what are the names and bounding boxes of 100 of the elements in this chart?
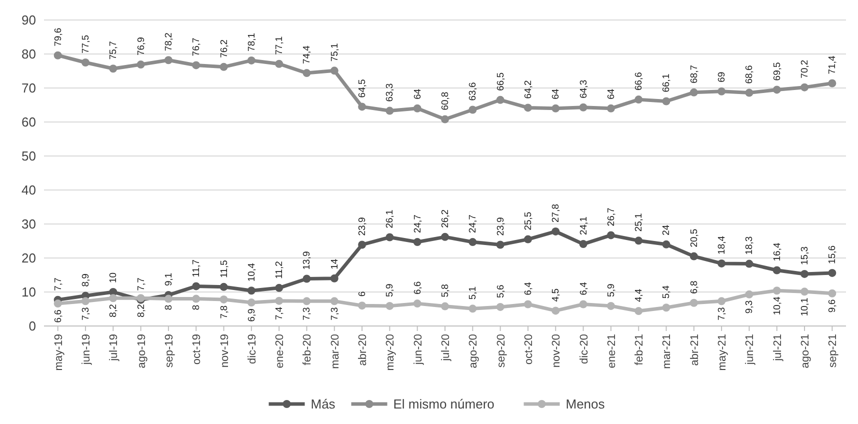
- data-label: 4,4: [634, 288, 645, 302]
- data-label: 76,9: [136, 37, 147, 56]
- data-label: 27,8: [550, 204, 562, 222]
- point: [109, 294, 118, 302]
- point: [579, 103, 588, 112]
- data-label: 5,1: [468, 286, 479, 300]
- point: [468, 304, 477, 313]
- data-label: 23,9: [357, 217, 368, 236]
- data-label: 10,4: [246, 263, 258, 282]
- data-label: 64: [550, 88, 562, 100]
- y-tick-label: 70: [22, 80, 36, 96]
- data-label: 24: [661, 224, 672, 236]
- point: [828, 268, 836, 277]
- point: [441, 115, 449, 124]
- point: [800, 288, 809, 296]
- x-tick-label: oct-20: [522, 334, 535, 365]
- data-label: 26,1: [384, 210, 396, 228]
- point: [330, 66, 338, 75]
- data-label: 6: [357, 291, 368, 297]
- point: [54, 300, 62, 308]
- data-label: 69,5: [772, 62, 783, 81]
- data-label: 6,8: [688, 280, 700, 294]
- point: [358, 302, 366, 310]
- point: [413, 300, 422, 308]
- data-label: 24,7: [412, 214, 424, 234]
- point: [413, 104, 422, 112]
- data-label: 7,3: [716, 307, 728, 320]
- data-label: 7,3: [302, 307, 313, 320]
- data-label: 78,1: [246, 32, 258, 52]
- x-tick-label: jun-19: [80, 334, 92, 366]
- point: [496, 240, 504, 249]
- x-tick-label: ene-20: [274, 334, 286, 368]
- data-label: 71,4: [827, 56, 838, 74]
- data-label: 5,8: [440, 284, 451, 298]
- point: [275, 60, 284, 68]
- data-label: 77,1: [274, 36, 286, 55]
- data-label: 23,9: [495, 217, 506, 236]
- point: [634, 96, 643, 104]
- data-label: 5,9: [384, 284, 396, 297]
- x-tick-label: may-20: [384, 334, 397, 371]
- x-tick-label: jul-20: [440, 334, 452, 362]
- x-tick-label: nov-19: [218, 334, 231, 368]
- point: [441, 232, 449, 241]
- data-label: 66,6: [634, 72, 645, 91]
- data-label: 63,3: [384, 83, 396, 102]
- point: [247, 56, 256, 64]
- point: [330, 297, 338, 306]
- data-label: 76,7: [191, 38, 202, 56]
- data-label: 20,5: [688, 228, 700, 248]
- point: [552, 227, 560, 236]
- point: [634, 307, 643, 316]
- legend-label: Menos: [566, 396, 606, 412]
- point: [275, 284, 284, 292]
- y-tick-label: 60: [22, 114, 36, 130]
- point: [606, 104, 615, 112]
- data-label: 74,4: [302, 46, 313, 64]
- data-label: 14: [329, 258, 340, 270]
- x-tick-label: ago-20: [468, 334, 480, 368]
- point: [772, 286, 781, 295]
- point: [358, 102, 366, 111]
- data-label: 5,6: [495, 284, 506, 298]
- point: [109, 64, 118, 73]
- y-tick-label: 40: [22, 182, 36, 198]
- x-tick-label: jul-21: [772, 334, 784, 362]
- data-label: 25,1: [634, 213, 645, 232]
- data-label: 24,1: [578, 216, 590, 236]
- point: [468, 238, 477, 246]
- data-label: 15,6: [827, 245, 838, 264]
- point: [579, 240, 588, 248]
- point: [247, 298, 256, 307]
- point: [220, 282, 228, 291]
- point: [552, 104, 560, 112]
- y-tick-label: 90: [22, 12, 36, 28]
- point: [468, 106, 477, 114]
- data-label: 70,2: [800, 60, 811, 78]
- point: [358, 240, 366, 249]
- x-tick-label: oct-19: [191, 334, 204, 365]
- data-label: 7,3: [329, 307, 340, 320]
- data-label: 10,1: [800, 298, 811, 316]
- data-label: 11,2: [274, 261, 286, 279]
- data-label: 68,7: [688, 64, 700, 84]
- point: [164, 56, 172, 64]
- data-label: 18,4: [716, 236, 728, 254]
- data-label: 68,6: [744, 65, 756, 84]
- data-label: 24,7: [468, 214, 479, 234]
- data-label: 25,5: [522, 212, 534, 230]
- point: [662, 240, 670, 248]
- data-label: 6,4: [522, 282, 534, 296]
- x-tick-label: mar-21: [661, 334, 674, 369]
- data-label: 18,3: [744, 236, 756, 255]
- point: [634, 236, 643, 245]
- x-tick-label: may-19: [52, 334, 65, 371]
- data-label: 6,9: [246, 308, 258, 322]
- data-label: 6,4: [578, 282, 590, 296]
- point: [718, 87, 726, 96]
- x-tick-label: dic-19: [246, 334, 258, 364]
- x-tick-label: mar-20: [329, 334, 342, 369]
- x-tick-label: sep-21: [827, 334, 840, 368]
- point: [386, 106, 394, 115]
- data-label: 13,9: [302, 251, 313, 270]
